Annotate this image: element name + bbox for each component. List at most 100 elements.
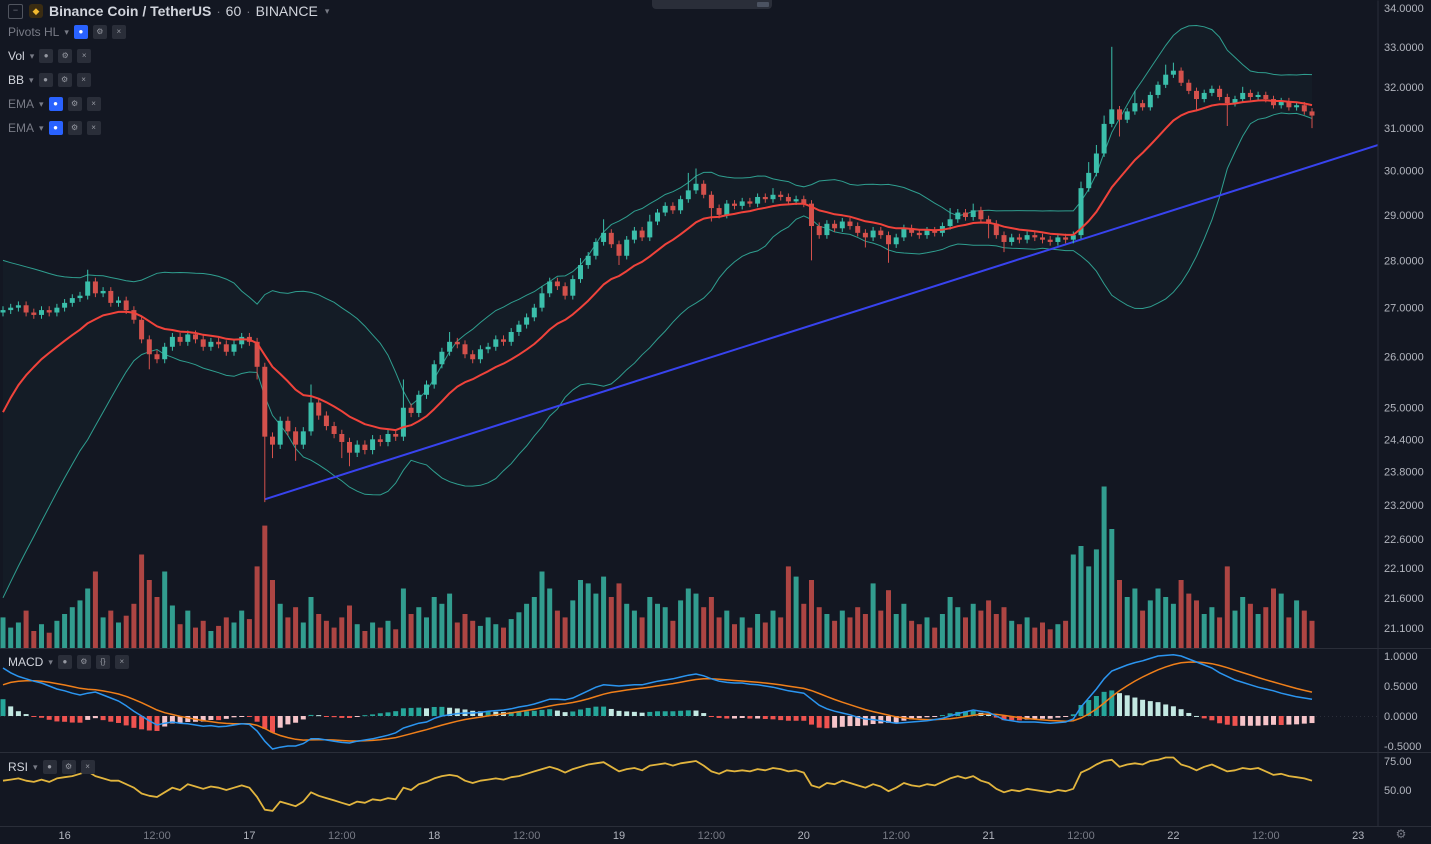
ema-line bbox=[2, 99, 1313, 432]
symbol-interval[interactable]: 60 bbox=[225, 3, 242, 19]
rsi-legend-row[interactable]: RSI ▾ ● ⚙ × bbox=[8, 757, 95, 777]
legend-collapse-icon[interactable]: − bbox=[8, 3, 23, 19]
pane-separators bbox=[0, 0, 1431, 827]
svg-text:31.0000: 31.0000 bbox=[1384, 123, 1424, 135]
svg-text:12:00: 12:00 bbox=[328, 830, 356, 842]
svg-text:29.0000: 29.0000 bbox=[1384, 210, 1424, 222]
candlestick-series bbox=[0, 46, 1315, 503]
svg-text:12:00: 12:00 bbox=[698, 830, 726, 842]
indicator-row-pivots-hl-0[interactable]: Pivots HL ▾ ● ⚙ × bbox=[8, 20, 329, 44]
close-icon[interactable]: × bbox=[77, 49, 92, 63]
visibility-icon[interactable]: ● bbox=[38, 73, 53, 87]
settings-icon[interactable]: ⚙ bbox=[92, 25, 107, 39]
top-toolbar-handle-grip[interactable] bbox=[757, 2, 769, 7]
svg-text:75.00: 75.00 bbox=[1384, 756, 1412, 768]
symbol-row[interactable]: − ◆ Binance Coin / TetherUS · 60 · BINAN… bbox=[8, 2, 329, 20]
visibility-icon[interactable]: ● bbox=[57, 655, 72, 669]
chevron-down-icon: ▾ bbox=[64, 26, 69, 37]
svg-text:50.00: 50.00 bbox=[1384, 785, 1412, 797]
svg-text:23.2000: 23.2000 bbox=[1384, 500, 1424, 512]
svg-text:0.0000: 0.0000 bbox=[1384, 711, 1418, 723]
visibility-icon[interactable]: ● bbox=[73, 25, 88, 39]
rsi-pane bbox=[2, 756, 1313, 812]
scales-settings-gear-icon[interactable]: ⚙ bbox=[1395, 827, 1407, 841]
indicator-row-bb-2[interactable]: BB ▾ ● ⚙ × bbox=[8, 68, 329, 92]
bollinger-bands bbox=[2, 24, 1313, 599]
chevron-down-icon: ▾ bbox=[39, 98, 44, 109]
indicator-label: EMA bbox=[8, 121, 35, 135]
svg-text:33.0000: 33.0000 bbox=[1384, 42, 1424, 54]
svg-text:16: 16 bbox=[58, 830, 70, 842]
svg-text:24.4000: 24.4000 bbox=[1384, 434, 1424, 446]
indicator-label: Pivots HL bbox=[8, 25, 60, 39]
svg-text:18: 18 bbox=[428, 830, 440, 842]
volume-series bbox=[0, 486, 1315, 648]
svg-text:27.0000: 27.0000 bbox=[1384, 303, 1424, 315]
settings-icon[interactable]: ⚙ bbox=[58, 49, 73, 63]
svg-text:12:00: 12:00 bbox=[1067, 830, 1095, 842]
svg-text:-0.5000: -0.5000 bbox=[1384, 741, 1421, 753]
svg-text:21.6000: 21.6000 bbox=[1384, 593, 1424, 605]
svg-text:22: 22 bbox=[1167, 830, 1179, 842]
svg-text:25.0000: 25.0000 bbox=[1384, 403, 1424, 415]
chevron-down-icon: ▾ bbox=[33, 761, 38, 772]
visibility-icon[interactable]: ● bbox=[48, 121, 63, 135]
svg-text:0.5000: 0.5000 bbox=[1384, 681, 1418, 693]
symbol-exchange[interactable]: BINANCE bbox=[255, 3, 318, 19]
svg-text:34.0000: 34.0000 bbox=[1384, 3, 1424, 15]
settings-icon[interactable]: ⚙ bbox=[76, 655, 91, 669]
settings-icon[interactable]: ⚙ bbox=[57, 73, 72, 87]
close-icon[interactable]: × bbox=[114, 655, 129, 669]
chevron-down-icon: ▾ bbox=[324, 5, 330, 16]
indicator-row-rsi[interactable]: RSI ▾ ● ⚙ × bbox=[8, 755, 95, 779]
symbol-separator: · bbox=[246, 3, 251, 19]
svg-text:23.8000: 23.8000 bbox=[1384, 467, 1424, 479]
svg-text:21.1000: 21.1000 bbox=[1384, 623, 1424, 635]
settings-icon[interactable]: ⚙ bbox=[61, 760, 76, 774]
top-toolbar-handle[interactable] bbox=[652, 0, 772, 9]
chevron-down-icon: ▾ bbox=[39, 122, 44, 133]
settings-icon[interactable]: ⚙ bbox=[67, 121, 82, 135]
source-icon[interactable]: {} bbox=[95, 655, 110, 669]
time-axis[interactable]: 16 12:00 17 12:00 18 12:00 19 12:00 20 12:00 21 12:… bbox=[58, 830, 1364, 842]
macd-pane bbox=[0, 654, 1378, 750]
close-icon[interactable]: × bbox=[80, 760, 95, 774]
trendline[interactable] bbox=[264, 144, 1379, 501]
close-icon[interactable]: × bbox=[111, 25, 126, 39]
indicator-label: BB bbox=[8, 73, 25, 87]
svg-text:1.0000: 1.0000 bbox=[1384, 651, 1418, 663]
indicator-row-macd[interactable]: MACD ▾ ● ⚙ {} × bbox=[8, 650, 129, 674]
svg-text:21: 21 bbox=[982, 830, 994, 842]
chevron-down-icon: ▾ bbox=[29, 74, 34, 85]
legend-panel: − ◆ Binance Coin / TetherUS · 60 · BINAN… bbox=[8, 2, 329, 140]
svg-text:32.0000: 32.0000 bbox=[1384, 82, 1424, 94]
indicator-label: MACD bbox=[8, 655, 44, 669]
chevron-down-icon: ▾ bbox=[48, 656, 53, 667]
symbol-logo-icon: ◆ bbox=[29, 4, 43, 18]
visibility-icon[interactable]: ● bbox=[48, 97, 63, 111]
svg-text:12:00: 12:00 bbox=[513, 830, 541, 842]
visibility-icon[interactable]: ● bbox=[42, 760, 57, 774]
chevron-down-icon: ▾ bbox=[29, 50, 35, 61]
svg-text:28.0000: 28.0000 bbox=[1384, 255, 1424, 267]
settings-icon[interactable]: ⚙ bbox=[67, 97, 82, 111]
svg-text:23: 23 bbox=[1352, 830, 1364, 842]
indicator-label: RSI bbox=[8, 760, 29, 774]
close-icon[interactable]: × bbox=[86, 97, 101, 111]
svg-text:22.1000: 22.1000 bbox=[1384, 563, 1424, 575]
indicator-row-vol-1[interactable]: Vol ▾ ● ⚙ × bbox=[8, 44, 329, 68]
indicator-row-ema-3[interactable]: EMA ▾ ● ⚙ × bbox=[8, 92, 329, 116]
close-icon[interactable]: × bbox=[76, 73, 91, 87]
symbol-title[interactable]: Binance Coin / TetherUS bbox=[49, 3, 212, 19]
visibility-icon[interactable]: ● bbox=[39, 49, 54, 63]
svg-text:19: 19 bbox=[613, 830, 625, 842]
indicator-row-ema-4[interactable]: EMA ▾ ● ⚙ × bbox=[8, 116, 329, 140]
close-icon[interactable]: × bbox=[86, 121, 101, 135]
indicator-label: Vol bbox=[8, 49, 25, 63]
price-axis[interactable]: 34.0000 33.0000 32.0000 31.0000 30.0000 29.00… bbox=[1384, 3, 1424, 797]
indicator-label: EMA bbox=[8, 97, 35, 111]
macd-legend-row[interactable]: MACD ▾ ● ⚙ {} × bbox=[8, 652, 129, 672]
svg-text:17: 17 bbox=[243, 830, 255, 842]
svg-text:12:00: 12:00 bbox=[143, 830, 171, 842]
